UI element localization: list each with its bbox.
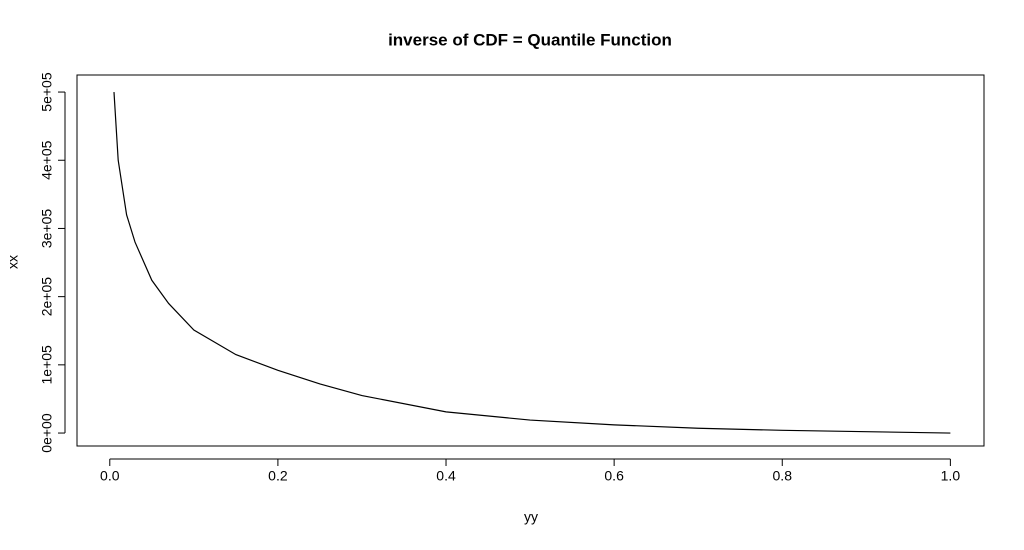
y-tick-label: 4e+05 — [39, 140, 55, 180]
y-tick-label: 0e+00 — [39, 413, 55, 453]
y-axis-label: xx — [5, 255, 21, 269]
x-tick-label: 0.0 — [100, 468, 120, 484]
y-tick-label: 5e+05 — [39, 72, 55, 112]
chart-title: inverse of CDF = Quantile Function — [388, 30, 672, 49]
x-tick-label: 0.8 — [773, 468, 793, 484]
x-tick-label: 0.6 — [604, 468, 624, 484]
y-tick-label: 3e+05 — [39, 209, 55, 249]
plot-frame — [76, 74, 985, 447]
y-tick-label: 1e+05 — [39, 345, 55, 385]
data-line — [113, 92, 951, 434]
x-tick-label: 1.0 — [941, 468, 961, 484]
x-axis-label: yy — [524, 509, 538, 525]
x-tick-label: 0.4 — [436, 468, 456, 484]
x-tick-label: 0.2 — [268, 468, 288, 484]
y-tick-label: 2e+05 — [39, 277, 55, 317]
